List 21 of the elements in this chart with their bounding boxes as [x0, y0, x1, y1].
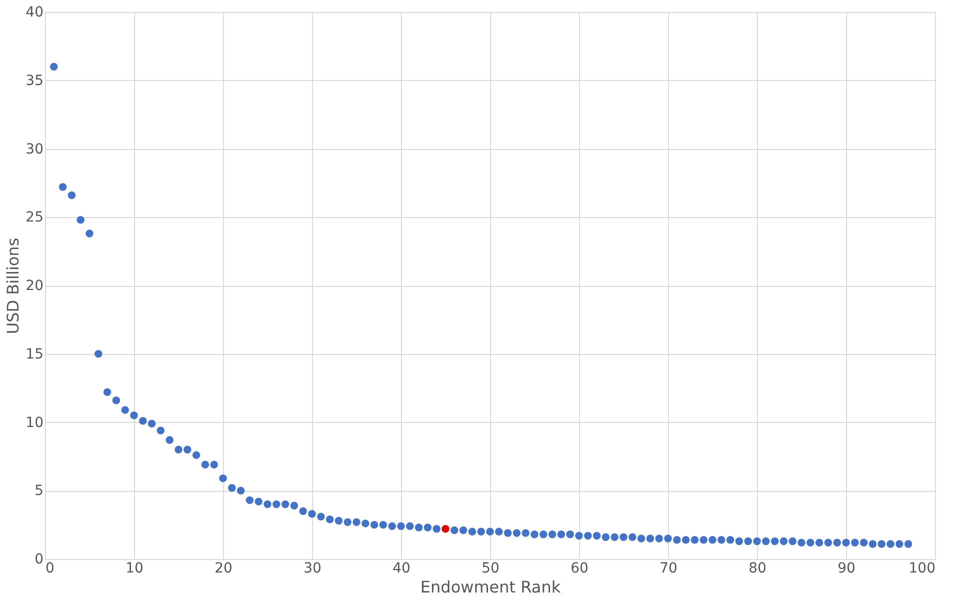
x-tick-label: 40 — [392, 560, 410, 576]
x-tick-label: 10 — [126, 560, 144, 576]
x-tick-label: 70 — [660, 560, 678, 576]
x-tick-label: 20 — [214, 560, 232, 576]
x-tick-label: 60 — [570, 560, 588, 576]
y-tick-label: 35 — [26, 72, 44, 89]
x-axis-title: Endowment Rank — [420, 578, 562, 596]
x-tick-label: 0 — [46, 560, 54, 576]
x-tick-label: 30 — [304, 560, 322, 576]
y-tick-label: 40 — [26, 4, 44, 20]
x-tick-label: 100 — [908, 560, 936, 576]
x-tick-label: 90 — [838, 560, 856, 576]
y-tick-label: 15 — [26, 346, 44, 362]
y-tick-label: 30 — [26, 141, 44, 158]
y-tick-label: 20 — [26, 278, 44, 294]
x-tick-label: 50 — [482, 560, 500, 576]
y-tick-label: 5 — [34, 483, 44, 500]
y-tick-label: 10 — [26, 414, 44, 431]
y-tick-label: 25 — [26, 210, 44, 226]
y-axis-title: USD Billions — [4, 238, 23, 334]
x-tick-label: 80 — [748, 560, 766, 576]
